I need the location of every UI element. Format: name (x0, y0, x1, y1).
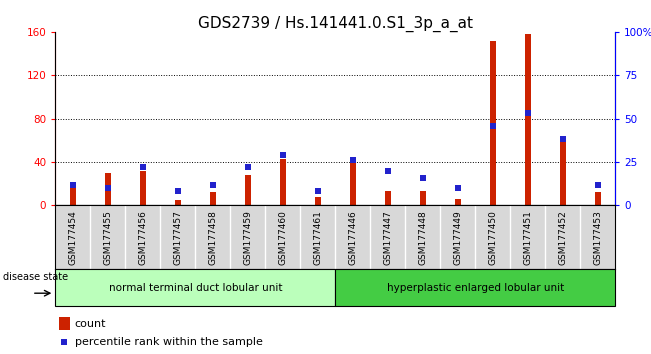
Bar (140, 171, 146, 205)
Bar (70, 186, 76, 205)
Point (59, 339, 70, 345)
Bar (59, 317, 70, 330)
Text: GSM177452: GSM177452 (558, 210, 567, 265)
Bar (594, 192, 601, 205)
Text: GSM177450: GSM177450 (488, 210, 497, 265)
Bar (490, 41, 496, 205)
Bar (385, 191, 391, 205)
Bar (314, 197, 321, 205)
Text: GSM177448: GSM177448 (418, 210, 427, 265)
Bar (105, 173, 111, 205)
Bar (174, 200, 181, 205)
Text: GSM177455: GSM177455 (104, 210, 113, 265)
Point (452, 185, 463, 191)
Point (208, 182, 218, 187)
Point (277, 152, 288, 158)
Point (312, 189, 323, 194)
Bar (335, 269, 615, 306)
Point (243, 164, 253, 170)
Bar (525, 34, 531, 205)
Text: hyperplastic enlarged lobular unit: hyperplastic enlarged lobular unit (387, 282, 564, 293)
Title: GDS2739 / Hs.141441.0.S1_3p_a_at: GDS2739 / Hs.141441.0.S1_3p_a_at (198, 16, 473, 32)
Point (137, 164, 148, 170)
Point (417, 175, 428, 181)
Bar (420, 191, 426, 205)
Text: GSM177460: GSM177460 (278, 210, 287, 265)
Point (173, 189, 183, 194)
Bar (280, 159, 286, 205)
Bar (210, 192, 216, 205)
Bar (245, 175, 251, 205)
Text: GSM177453: GSM177453 (593, 210, 602, 265)
Text: disease state: disease state (3, 272, 68, 282)
Text: GSM177461: GSM177461 (313, 210, 322, 265)
Bar (454, 199, 461, 205)
Point (557, 137, 568, 142)
Point (523, 110, 533, 116)
Point (592, 182, 603, 187)
Point (488, 123, 498, 129)
Text: GSM177449: GSM177449 (453, 210, 462, 265)
Text: percentile rank within the sample: percentile rank within the sample (75, 337, 263, 347)
Bar (350, 160, 356, 205)
Text: GSM177458: GSM177458 (208, 210, 217, 265)
Text: GSM177446: GSM177446 (348, 210, 357, 265)
Text: GSM177454: GSM177454 (68, 210, 77, 265)
Bar (560, 138, 566, 205)
Text: GSM177451: GSM177451 (523, 210, 533, 265)
Point (348, 158, 358, 163)
Point (103, 185, 113, 191)
Text: count: count (75, 319, 106, 329)
Point (68, 182, 78, 187)
Text: GSM177447: GSM177447 (383, 210, 393, 265)
Point (383, 168, 393, 173)
Text: normal terminal duct lobular unit: normal terminal duct lobular unit (109, 282, 282, 293)
Bar (55, 269, 335, 306)
Text: GSM177456: GSM177456 (138, 210, 147, 265)
Text: GSM177457: GSM177457 (173, 210, 182, 265)
Text: GSM177459: GSM177459 (243, 210, 253, 265)
